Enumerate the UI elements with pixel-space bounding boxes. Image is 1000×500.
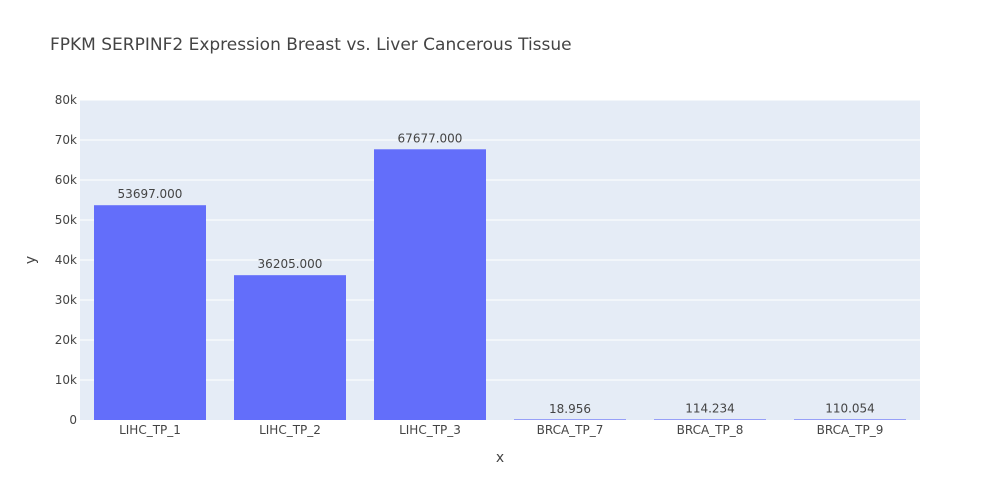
y-axis-title: y [23, 256, 39, 264]
y-tick-label: 70k [55, 133, 77, 147]
bar-value-label: 53697.000 [118, 187, 183, 201]
bar-value-label: 18.956 [549, 402, 591, 416]
bar-value-label: 110.054 [825, 402, 875, 416]
y-tick-label: 10k [55, 373, 77, 387]
y-axis-ticks: 0 10k 20k 30k 40k 50k 60k 70k 80k [55, 93, 77, 427]
x-tick-label: BRCA_TP_9 [817, 423, 884, 437]
bar-brca-tp-8[interactable] [654, 419, 766, 420]
x-axis-ticks: LIHC_TP_1 LIHC_TP_2 LIHC_TP_3 BRCA_TP_7 BRCA… [119, 423, 883, 437]
data-labels: 53697.000 36205.000 67677.000 18.956 114.234… [118, 131, 875, 416]
y-tick-label: 50k [55, 213, 77, 227]
y-tick-label: 30k [55, 293, 77, 307]
y-tick-label: 20k [55, 333, 77, 347]
bar-value-label: 114.234 [685, 402, 735, 416]
y-tick-label: 80k [55, 93, 77, 107]
bar-brca-tp-9[interactable] [794, 419, 906, 420]
bar-value-label: 67677.000 [398, 131, 463, 145]
bar-value-label: 36205.000 [258, 257, 323, 271]
bars [94, 149, 906, 421]
x-tick-label: LIHC_TP_1 [119, 423, 181, 437]
y-tick-label: 60k [55, 173, 77, 187]
bar-lihc-tp-3[interactable] [374, 149, 486, 421]
y-tick-label: 40k [55, 253, 77, 267]
bar-lihc-tp-1[interactable] [94, 205, 206, 420]
chart-title: FPKM SERPINF2 Expression Breast vs. Live… [50, 35, 572, 55]
gridlines [80, 99, 920, 381]
bar-lihc-tp-2[interactable] [234, 275, 346, 420]
x-tick-label: BRCA_TP_8 [677, 423, 744, 437]
x-axis-title: x [496, 450, 504, 466]
x-tick-label: BRCA_TP_7 [537, 423, 604, 437]
x-tick-label: LIHC_TP_2 [259, 423, 321, 437]
bar-brca-tp-7[interactable] [514, 419, 626, 420]
x-tick-label: LIHC_TP_3 [399, 423, 461, 437]
y-tick-label: 0 [69, 413, 77, 427]
